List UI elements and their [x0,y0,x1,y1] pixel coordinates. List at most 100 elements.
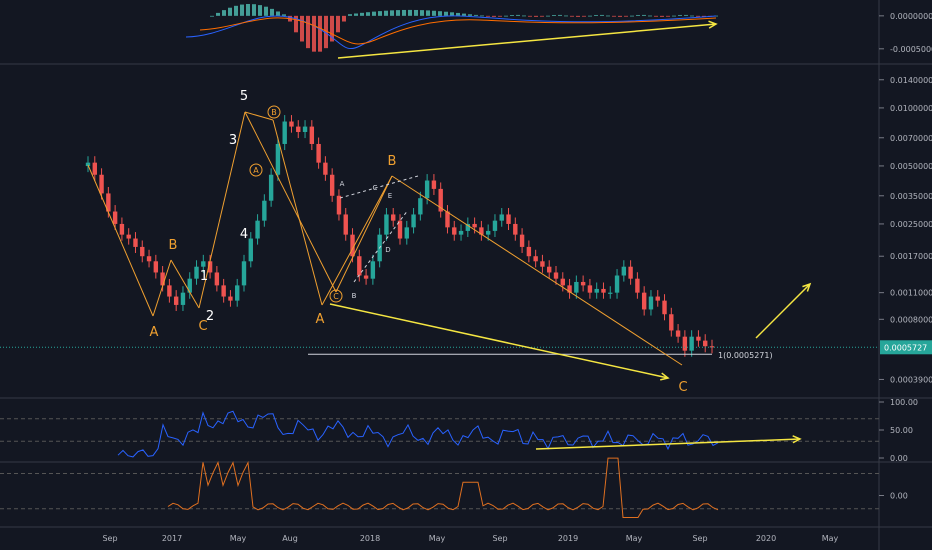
macd-histogram-bar [216,12,220,16]
macd-histogram-bar [504,15,508,17]
osc-tick-label: 0.00 [890,492,908,501]
candle-body [255,220,260,239]
price-pane: 0.0140000 0.0100000 0.0070000 0.0050000 0.00… [0,76,932,384]
price-tick-label: 0.0070000 [890,134,932,143]
macd-histogram-bar [408,9,412,16]
price-tick-label: 0.0003900 [890,375,932,384]
macd-histogram-bar [414,9,418,16]
wave-label: A [316,312,325,327]
candle-body [384,214,389,235]
time-axis-label: Sep [102,534,117,543]
macd-histogram-bar [462,13,466,16]
macd-histogram-bar [336,15,340,33]
trend-arrow [337,23,717,59]
candle-body [445,211,450,228]
oscillator-line [167,457,719,518]
candle-body [587,285,593,293]
candle-body [648,296,654,310]
circled-wave-label: C [333,292,339,301]
candle-body [85,162,91,167]
macd-histogram-bar [324,15,328,49]
macd-histogram-bar [654,15,658,17]
candle-body [499,214,504,221]
candle-body [126,234,131,239]
candle-body [133,238,138,247]
macd-histogram-bar [588,15,592,17]
wave-line [87,164,154,317]
candle-body [275,143,281,175]
candle-body [424,180,430,199]
price-tick-label: 0.0025000 [890,220,932,229]
time-axis-label: 2020 [756,534,776,543]
candle-body [397,220,403,239]
candle-body [560,278,565,286]
candle-body [703,340,708,347]
candle-body [567,285,572,293]
rsi-tick-label: 100.00 [890,398,918,407]
candle-body [201,261,206,267]
trend-arrow [755,283,811,339]
macd-histogram-bar [252,4,256,16]
macd-histogram-bar [234,5,238,16]
time-axis-label: May [822,534,839,543]
macd-histogram-bar [396,10,400,16]
macd-histogram-bar [456,12,460,16]
macd-histogram-bar [390,10,394,16]
price-tick-label: 0.0017000 [890,252,932,261]
candle-body [302,126,308,132]
candle-body [547,266,552,273]
macd-histogram-bar [624,15,628,17]
candle-body [289,121,294,127]
candle-body [173,296,179,305]
wave-line [272,119,323,306]
time-axis-label: 2018 [360,534,380,543]
macd-histogram-bar [564,15,568,17]
wave-label: B [388,154,397,169]
macd-histogram-bar [366,12,370,16]
macd-histogram-bar [618,15,622,17]
trend-arrow-head [792,435,802,444]
macd-tick-label: -0.0005000 [890,45,932,54]
candle-body [689,336,694,351]
candle-body [296,126,301,132]
macd-histogram-bar [276,11,280,16]
macd-histogram-bar [444,11,448,16]
sub-wave-label: C [373,184,378,192]
candle-body [343,214,348,235]
macd-histogram-bar [492,15,496,17]
macd-histogram-bar [612,15,616,17]
macd-histogram-bar [270,8,274,16]
macd-histogram-bar [480,15,484,17]
candle-body [669,314,674,331]
candle-body [282,121,287,144]
macd-histogram-bar [648,15,652,17]
macd-histogram-bar [384,10,388,16]
sub-wave-label: A [340,180,345,188]
candle-body [608,292,613,294]
candle-body [357,256,362,276]
candle-body [92,162,97,175]
macd-histogram-bar [438,11,442,16]
macd-histogram-bar [666,15,670,17]
wave-line [244,111,337,293]
macd-histogram-bar [228,7,232,16]
candle-body [248,238,253,262]
candle-body [112,211,118,224]
price-tick-label: 0.0100000 [890,104,932,113]
wave-label: 3 [229,133,237,148]
candle-body [526,246,532,257]
candle-body [309,126,315,144]
wave-label: B [169,238,178,253]
wave-line [170,259,200,309]
candle-body [458,230,464,235]
macd-histogram-bar [546,15,550,17]
wave-label: C [678,380,687,395]
trend-arrow [329,303,669,379]
candle-body [268,174,274,201]
macd-histogram-bar [300,15,304,42]
macd-histogram-bar [450,12,454,16]
sub-wave-label: B [352,292,357,300]
time-axis-label: 2017 [162,534,182,543]
trend-arrow-head [708,20,718,29]
